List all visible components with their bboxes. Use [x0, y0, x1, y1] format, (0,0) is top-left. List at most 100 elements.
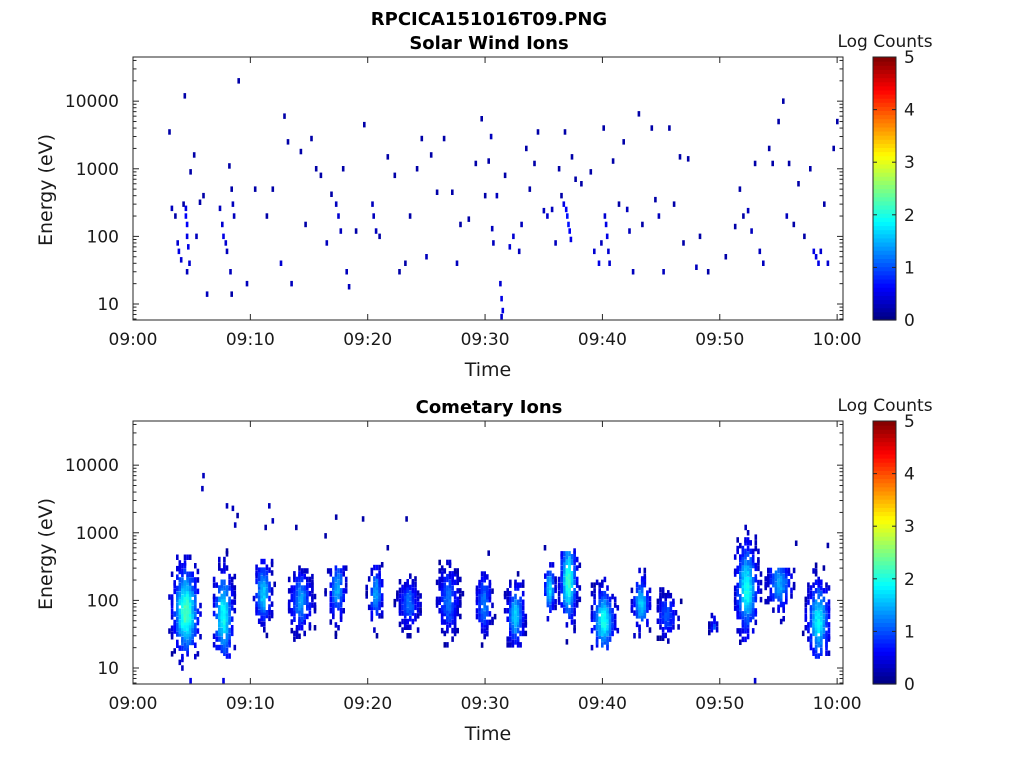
burst-cell	[746, 596, 750, 603]
burst-cell	[342, 588, 345, 594]
burst-cell	[759, 579, 763, 586]
burst-cell	[751, 588, 755, 594]
data-cell	[201, 485, 204, 492]
burst-cell	[293, 616, 296, 622]
burst-cell	[549, 562, 552, 568]
burst-cell	[188, 639, 192, 646]
burst-cell	[225, 588, 229, 594]
burst-cell	[570, 579, 574, 585]
colorbar-segment	[873, 246, 896, 251]
burst-cell	[440, 627, 444, 634]
burst-cell	[453, 579, 457, 586]
colorbar-segment	[873, 241, 896, 247]
colorbar-label-solar-wind: Log Counts	[837, 32, 932, 52]
burst-cell	[511, 605, 515, 611]
burst-cell	[223, 556, 226, 563]
burst-cell	[486, 622, 489, 628]
burst-cell	[225, 625, 229, 631]
burst-cell	[443, 610, 447, 617]
burst-cell	[672, 612, 675, 619]
burst-cell	[638, 596, 641, 602]
burst-cell	[749, 599, 752, 606]
burst-cell	[817, 619, 820, 625]
burst-cell	[509, 590, 512, 597]
burst-cell	[708, 624, 711, 630]
burst-cell	[640, 579, 644, 585]
burst-cell	[672, 624, 675, 630]
burst-cell	[370, 601, 374, 608]
burst-cell	[329, 602, 333, 608]
burst-cell	[801, 630, 805, 637]
burst-cell	[220, 639, 224, 645]
burst-cell	[516, 616, 520, 622]
burst-cell	[782, 607, 785, 613]
burst-cell	[409, 573, 412, 579]
burst-cell	[764, 576, 767, 582]
data-cell	[600, 240, 603, 246]
burst-cell	[375, 581, 379, 588]
burst-cell	[475, 591, 479, 597]
data-cell	[566, 213, 569, 219]
burst-cell	[188, 591, 192, 597]
data-cell	[170, 205, 174, 212]
burst-cell	[739, 557, 742, 563]
burst-cell	[667, 615, 670, 622]
burst-cell	[290, 627, 294, 634]
burst-cell	[342, 593, 345, 600]
burst-cell	[769, 567, 773, 574]
data-cell	[184, 213, 188, 219]
burst-cell	[822, 596, 826, 603]
burst-cell	[378, 601, 381, 608]
burst-cell	[825, 650, 828, 656]
burst-cell	[568, 573, 571, 580]
burst-cell	[298, 625, 301, 631]
burst-cell	[306, 602, 309, 608]
burst-cell	[568, 582, 571, 588]
burst-cell	[782, 573, 785, 579]
burst-cell	[606, 619, 609, 625]
burst-cell	[183, 568, 187, 575]
burst-cell	[573, 548, 576, 554]
burst-cell	[744, 551, 747, 557]
burst-cell	[446, 627, 449, 634]
data-cell	[500, 313, 503, 320]
burst-cell	[746, 602, 750, 609]
data-cell	[189, 169, 192, 175]
burst-cell	[293, 573, 296, 580]
burst-cell	[774, 593, 778, 599]
burst-cell	[188, 608, 192, 614]
burst-cell	[220, 596, 224, 603]
burst-cell	[785, 598, 788, 605]
burst-cell	[751, 605, 755, 611]
burst-cell	[565, 571, 569, 577]
burst-cell	[183, 617, 187, 623]
data-cell	[283, 113, 286, 119]
burst-cell	[298, 590, 301, 597]
data-cell	[777, 118, 780, 125]
burst-cell	[401, 584, 404, 591]
burst-cell	[822, 607, 826, 614]
burst-cell	[339, 616, 343, 622]
burst-cell	[373, 587, 376, 594]
burst-cell	[298, 616, 301, 622]
colorbar-segment	[873, 482, 896, 488]
burst-cell	[300, 602, 304, 608]
burst-cell	[603, 616, 607, 622]
burst-cell	[814, 568, 818, 574]
burst-cell	[448, 622, 452, 628]
burst-cell	[546, 582, 550, 588]
burst-cell	[448, 559, 452, 566]
burst-cell	[603, 627, 607, 634]
burst-cell	[220, 593, 224, 600]
burst-cell	[606, 627, 609, 634]
burst-cell	[370, 616, 374, 622]
burst-cell	[263, 601, 266, 607]
burst-cell	[759, 596, 763, 603]
burst-cell	[228, 639, 231, 645]
burst-cell	[563, 571, 566, 577]
burst-cell	[191, 588, 194, 595]
data-cell	[337, 213, 340, 219]
burst-cell	[220, 616, 224, 622]
burst-cell	[774, 590, 778, 596]
burst-cell	[570, 619, 574, 625]
